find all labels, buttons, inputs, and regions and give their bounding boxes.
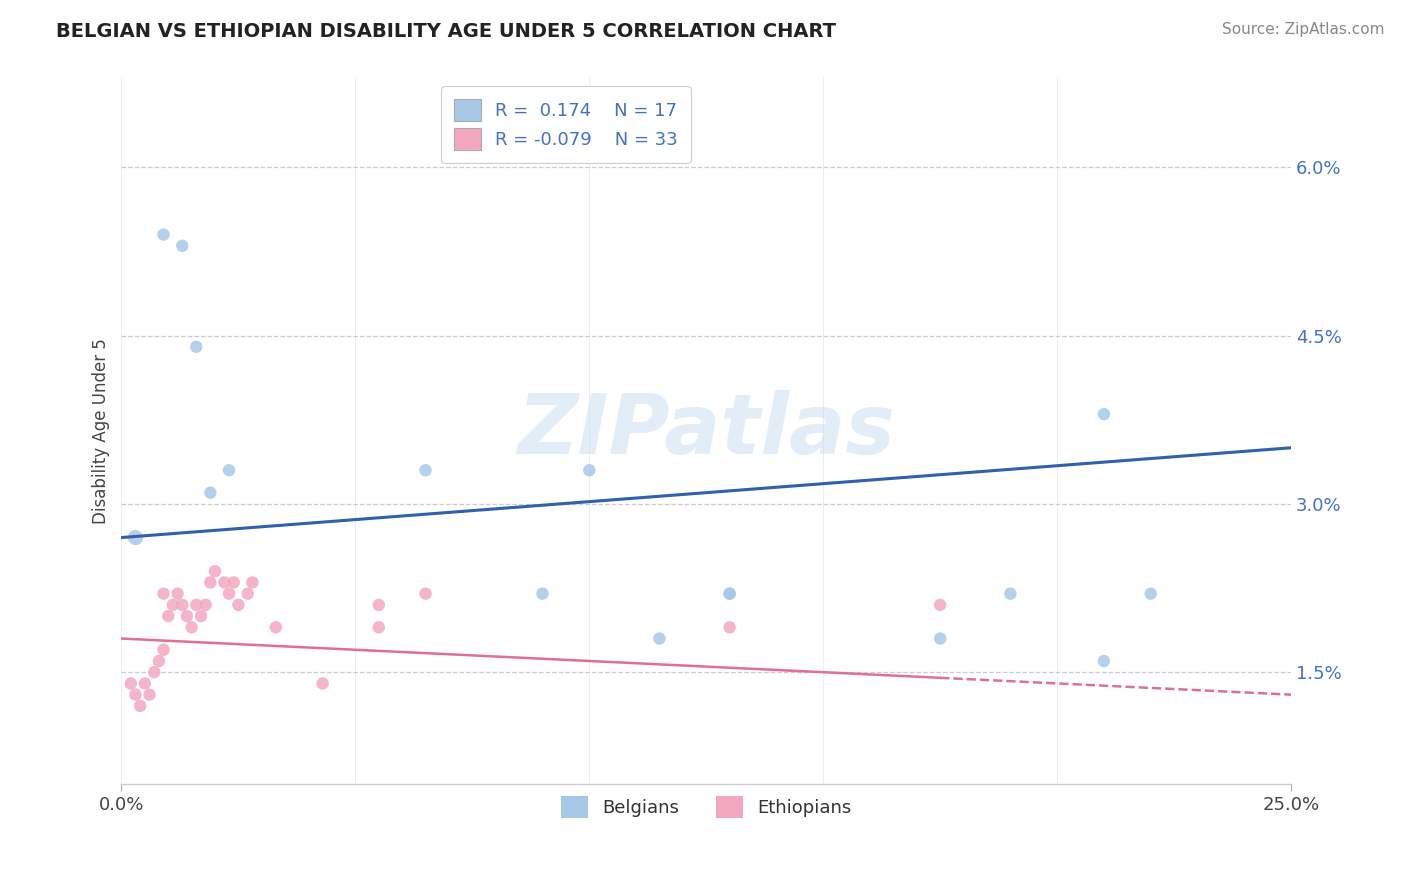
- Point: [218, 463, 240, 477]
- Point: [578, 463, 600, 477]
- Point: [120, 676, 142, 690]
- Point: [134, 676, 156, 690]
- Point: [218, 587, 240, 601]
- Point: [222, 575, 245, 590]
- Point: [204, 564, 226, 578]
- Point: [1139, 587, 1161, 601]
- Point: [138, 688, 160, 702]
- Point: [718, 587, 741, 601]
- Point: [152, 227, 174, 242]
- Point: [531, 587, 554, 601]
- Point: [929, 632, 952, 646]
- Point: [264, 620, 287, 634]
- Point: [415, 463, 437, 477]
- Point: [200, 575, 222, 590]
- Point: [1000, 587, 1022, 601]
- Point: [148, 654, 170, 668]
- Point: [152, 642, 174, 657]
- Point: [157, 609, 180, 624]
- Point: [166, 587, 188, 601]
- Point: [129, 698, 152, 713]
- Point: [648, 632, 671, 646]
- Point: [180, 620, 202, 634]
- Point: [124, 688, 146, 702]
- Point: [236, 587, 259, 601]
- Point: [190, 609, 212, 624]
- Point: [176, 609, 198, 624]
- Point: [311, 676, 333, 690]
- Point: [718, 620, 741, 634]
- Point: [415, 587, 437, 601]
- Point: [200, 485, 222, 500]
- Point: [152, 587, 174, 601]
- Point: [143, 665, 166, 680]
- Text: Source: ZipAtlas.com: Source: ZipAtlas.com: [1222, 22, 1385, 37]
- Point: [162, 598, 184, 612]
- Point: [367, 620, 389, 634]
- Point: [194, 598, 217, 612]
- Point: [172, 239, 194, 253]
- Point: [1092, 654, 1115, 668]
- Point: [228, 598, 250, 612]
- Point: [367, 598, 389, 612]
- Legend: Belgians, Ethiopians: Belgians, Ethiopians: [554, 789, 859, 825]
- Point: [242, 575, 264, 590]
- Point: [214, 575, 236, 590]
- Point: [929, 598, 952, 612]
- Y-axis label: Disability Age Under 5: Disability Age Under 5: [93, 338, 110, 524]
- Point: [1092, 407, 1115, 421]
- Point: [186, 598, 208, 612]
- Point: [124, 531, 146, 545]
- Point: [186, 340, 208, 354]
- Point: [718, 587, 741, 601]
- Text: BELGIAN VS ETHIOPIAN DISABILITY AGE UNDER 5 CORRELATION CHART: BELGIAN VS ETHIOPIAN DISABILITY AGE UNDE…: [56, 22, 837, 41]
- Point: [172, 598, 194, 612]
- Text: ZIPatlas: ZIPatlas: [517, 391, 896, 472]
